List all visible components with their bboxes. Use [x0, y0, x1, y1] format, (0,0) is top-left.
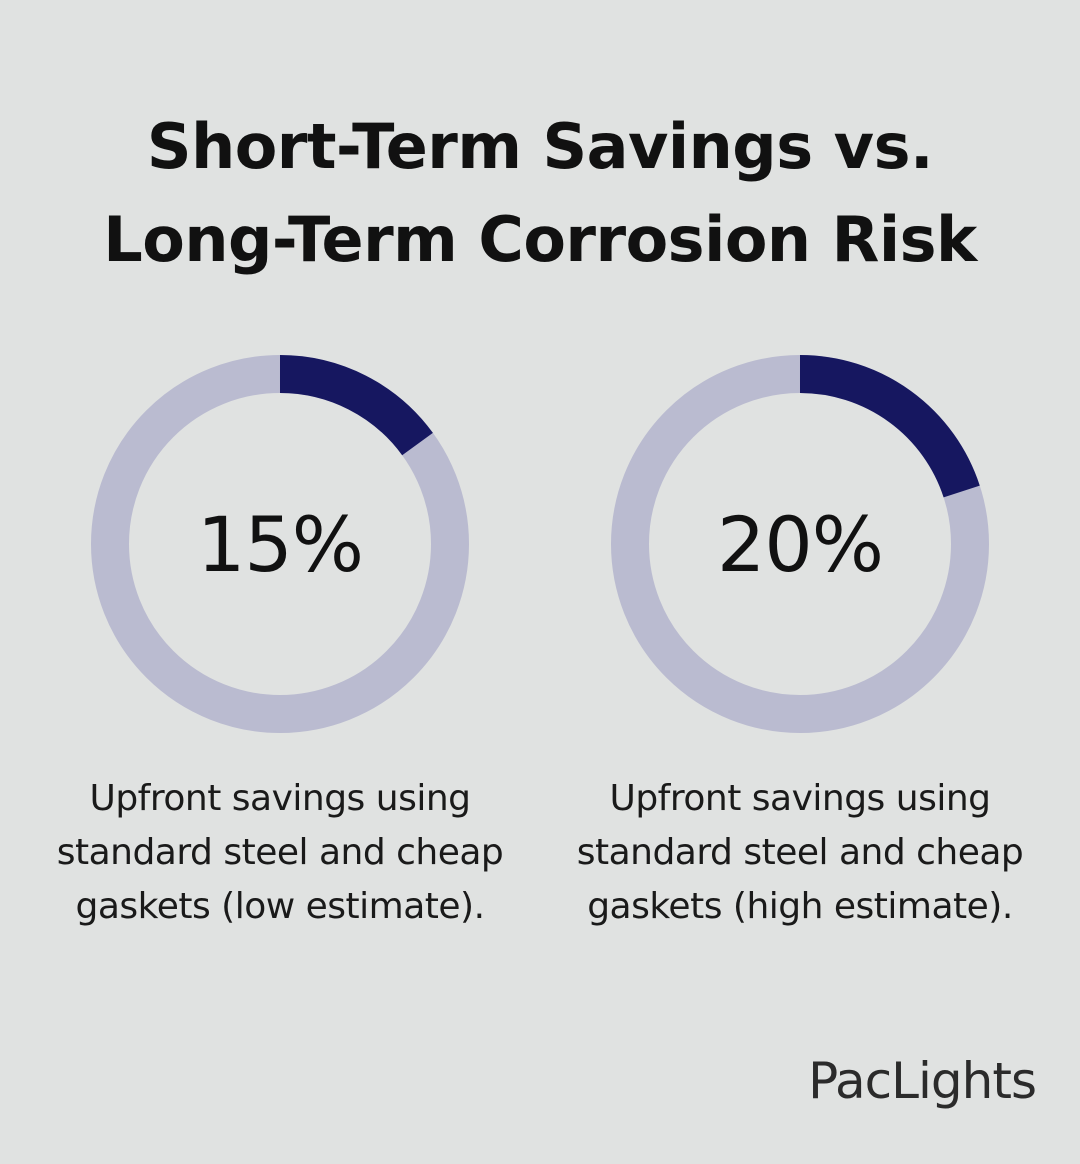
caption-low: Upfront savings using standard steel and… — [56, 778, 504, 927]
donut-svg-high — [611, 355, 989, 733]
brand-logo: PacLights — [808, 1052, 1037, 1110]
title-line-2: Long-Term Corrosion Risk — [103, 203, 977, 276]
donut-chart-high: 20% — [610, 354, 990, 734]
page-title: Short-Term Savings vs. Long-Term Corrosi… — [0, 100, 1080, 286]
donut-svg-low — [91, 355, 469, 733]
donut-chart-low: 15% — [90, 354, 470, 734]
title-line-1: Short-Term Savings vs. — [146, 110, 934, 183]
donut-value-low: 15% — [197, 499, 364, 589]
caption-high: Upfront savings using standard steel and… — [576, 778, 1024, 927]
donut-arc-low — [279, 355, 433, 456]
donut-arc-high — [799, 355, 980, 498]
donut-value-high: 20% — [717, 499, 884, 589]
